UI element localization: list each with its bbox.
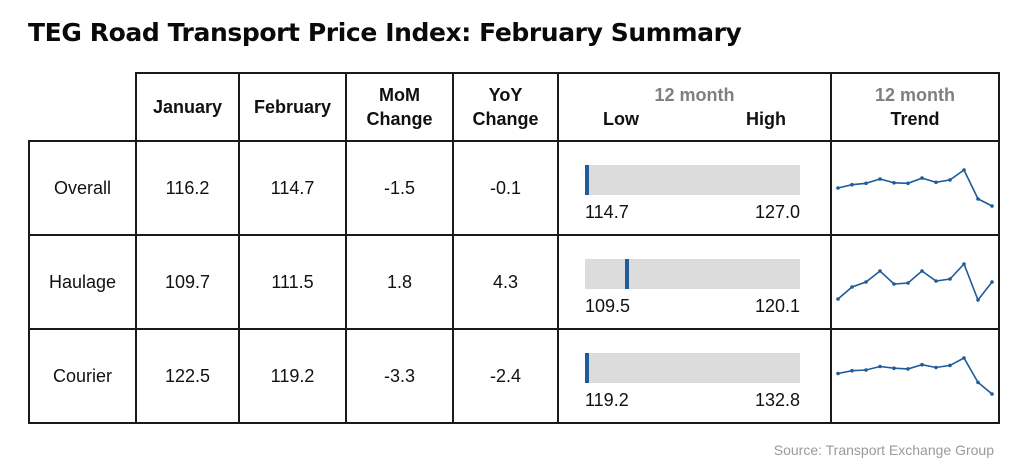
trend-point (976, 197, 980, 201)
row-label: Haulage (28, 234, 137, 330)
trend-point (906, 281, 910, 285)
range-marker (585, 165, 589, 195)
header-trend-bottom: Trend (890, 109, 940, 129)
mom-value: -3.3 (345, 328, 454, 424)
header-yoy: YoY Change (452, 72, 559, 142)
trend-point (892, 181, 896, 185)
header-mom-line2: Change (366, 109, 433, 129)
range-bar (585, 353, 800, 383)
trend-point (920, 362, 924, 367)
trend-point (878, 269, 882, 273)
range-high-value: 120.1 (754, 296, 800, 316)
trend-line (837, 356, 993, 395)
trend-point (878, 364, 882, 369)
february-value: 111.5 (238, 234, 347, 330)
header-february: February (238, 72, 347, 142)
trend-point (850, 285, 854, 289)
header-january: January (135, 72, 240, 142)
range-high-value: 132.8 (754, 390, 800, 410)
trend-point (962, 356, 966, 360)
trend-point (934, 279, 938, 283)
row-label: Overall (28, 140, 137, 236)
trend-point (864, 368, 868, 372)
february-value: 114.7 (238, 140, 347, 236)
trend-line (837, 168, 993, 207)
header-range: 12 month Low High (557, 72, 832, 142)
mom-value: -1.5 (345, 140, 454, 236)
trend-point (920, 176, 924, 180)
table-row: Courier 122.5 119.2 -3.3 -2.4 119.2 132.… (28, 328, 1000, 424)
trend-sparkline (836, 262, 994, 302)
trend-point (850, 368, 854, 373)
range-cell: 109.5 120.1 (557, 234, 832, 330)
header-trend: 12 month Trend (830, 72, 1000, 142)
yoy-value: -0.1 (452, 140, 559, 236)
trend-point (836, 297, 840, 301)
trend-point (906, 367, 910, 371)
trend-point (948, 363, 952, 368)
mom-value: 1.8 (345, 234, 454, 330)
table-row: Haulage 109.7 111.5 1.8 4.3 109.5 120.1 (28, 234, 1000, 330)
page-title: TEG Road Transport Price Index: February… (28, 18, 742, 47)
trend-point (948, 178, 952, 182)
table-row: Overall 116.2 114.7 -1.5 -0.1 114.7 127.… (28, 140, 1000, 236)
yoy-value: 4.3 (452, 234, 559, 330)
header-range-top: 12 month (654, 85, 735, 105)
trend-cell (830, 328, 1000, 424)
range-marker (625, 259, 629, 289)
trend-point (850, 182, 854, 187)
january-value: 109.7 (135, 234, 240, 330)
range-low-value: 109.5 (585, 296, 631, 316)
trend-cell (830, 140, 1000, 236)
january-value: 116.2 (135, 140, 240, 236)
range-high-value: 127.0 (754, 202, 800, 222)
header-range-high: High (746, 109, 786, 129)
range-cell: 114.7 127.0 (557, 140, 832, 236)
trend-point (878, 177, 882, 181)
trend-sparkline (836, 168, 994, 208)
trend-point (934, 180, 938, 185)
trend-point (836, 186, 840, 190)
trend-point (864, 280, 868, 284)
header-row: January February MoM Change YoY Change 1… (29, 72, 1000, 142)
trend-point (892, 366, 896, 370)
trend-point (990, 280, 994, 284)
row-label: Courier (28, 328, 137, 424)
header-mom-line1: MoM (379, 85, 420, 105)
range-low-value: 119.2 (585, 390, 629, 410)
header-yoy-line1: YoY (488, 85, 523, 105)
corner-cell (29, 73, 137, 142)
trend-sparkline (836, 356, 994, 396)
header-mom: MoM Change (345, 72, 454, 142)
summary-table: January February MoM Change YoY Change 1… (28, 72, 1000, 424)
range-cell: 119.2 132.8 (557, 328, 832, 424)
trend-point (836, 371, 840, 376)
trend-point (976, 380, 980, 385)
trend-point (906, 181, 910, 186)
trend-cell (830, 234, 1000, 330)
trend-point (934, 365, 938, 370)
source-note: Source: Transport Exchange Group (773, 442, 994, 458)
header-trend-top: 12 month (874, 85, 955, 105)
range-bar (585, 259, 800, 289)
trend-point (864, 181, 868, 186)
header-range-low: Low (603, 109, 639, 129)
january-value: 122.5 (135, 328, 240, 424)
trend-point (948, 277, 952, 281)
trend-point (976, 298, 980, 302)
trend-point (990, 204, 994, 208)
range-low-value: 114.7 (585, 202, 629, 222)
range-marker (585, 353, 589, 383)
trend-line (837, 262, 993, 302)
trend-point (892, 282, 896, 286)
yoy-value: -2.4 (452, 328, 559, 424)
header-yoy-line2: Change (472, 109, 539, 129)
trend-point (920, 269, 924, 273)
trend-point (962, 168, 966, 172)
trend-point (990, 392, 994, 396)
trend-point (962, 262, 966, 266)
february-value: 119.2 (238, 328, 347, 424)
range-bar (585, 165, 800, 195)
